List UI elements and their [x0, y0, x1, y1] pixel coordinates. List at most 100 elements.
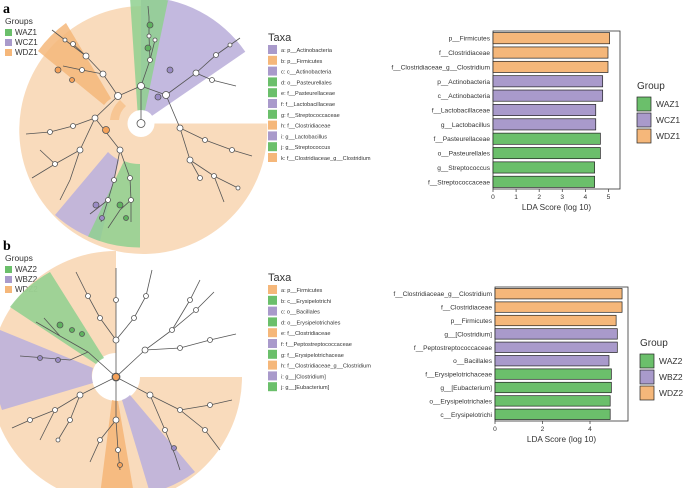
groups-legend-swatch: [5, 39, 12, 46]
clade-a-highlight-streptococcaceae: [88, 161, 140, 248]
taxa-legend-label: f: f__Lactobacillaceae: [281, 102, 335, 108]
group-legend-label: WCZ1: [656, 115, 680, 125]
lda-bar: [494, 314, 617, 327]
lda-bar-label: c__Erysipelotrichi: [440, 412, 492, 419]
panel-a-letter: a: [3, 2, 10, 17]
lda-bar-label: p__Firmicutes: [451, 318, 493, 325]
taxa-legend-swatch: [268, 88, 277, 98]
panel-b-lda-chart: f__Clostridiaceae_g__Clostridium f__Clost…: [393, 286, 629, 444]
group-legend-swatch: [639, 353, 655, 369]
lda-bar: [494, 408, 611, 420]
panel-b-taxa-title: Taxa: [268, 272, 292, 284]
lda-bar: [494, 368, 612, 380]
lda-x-tick-label: 2: [541, 426, 545, 433]
taxa-legend-swatch: [268, 295, 277, 305]
lda-bar-label: f__Clostridiaceae: [441, 305, 492, 312]
lda-bar: [492, 132, 601, 145]
group-legend-swatch: [636, 112, 652, 128]
clade-a-biomarker-nodes: [54, 21, 174, 221]
lda-bar-label: o__Pasteurellales: [438, 151, 491, 158]
groups-legend-swatch: [5, 49, 12, 56]
clade-a-highlight-actinobacteria: [141, 0, 246, 116]
taxa-legend-swatch: [268, 131, 277, 141]
taxa-legend-swatch: [268, 109, 277, 119]
panel-b-cladogram: [0, 251, 242, 493]
clade-b-highlight-erysipelotrichi: [10, 272, 104, 364]
taxa-legend-swatch: [268, 371, 277, 381]
taxa-legend-label: e: f__Pasteurellaceae: [281, 91, 335, 97]
group-legend-label: WDZ1: [656, 131, 680, 141]
taxa-legend-swatch: [268, 66, 277, 76]
taxa-legend-label: i: g__[Clostridium]: [281, 374, 326, 380]
lda-bar-label: f__Peptostreptococcaceae: [414, 345, 492, 352]
taxa-legend-swatch: [268, 285, 277, 294]
lda-bar-label: c__Actinobacteria: [438, 93, 491, 100]
taxa-legend-swatch: [268, 55, 277, 65]
lda-x-tick-label: 4: [584, 194, 588, 201]
group-legend-swatch: [639, 385, 655, 401]
lda-bar-label: f__Clostridiaceae_g__Clostridium: [393, 291, 492, 298]
lda-bar: [492, 60, 609, 73]
lda-bar: [494, 301, 623, 313]
taxa-legend-swatch: [268, 317, 277, 327]
lda-bar-label: p__Firmicutes: [449, 36, 491, 43]
panel-a-group-legend: Group WAZ1 WCZ1 WDZ1: [636, 81, 680, 144]
taxa-legend-label: k: f__Clostridiaceae_g__Clostridium: [281, 156, 371, 162]
lda-bar-label: g__[Eubacterium]: [440, 385, 492, 392]
lda-bar: [494, 341, 618, 353]
panel-a-groups-title: Groups: [5, 16, 33, 26]
taxa-legend-label: j: g__[Eubacterium]: [280, 385, 330, 391]
lda-bar: [492, 118, 597, 131]
lda-x-tick-label: 4: [588, 426, 592, 433]
lda-bar: [492, 147, 601, 160]
taxa-legend-swatch: [268, 306, 277, 316]
lda-bar: [492, 46, 609, 59]
clade-b-highlight-bacillales: [122, 395, 195, 493]
clade-b-highlight-clostridiaceae: [100, 400, 134, 493]
panel-a-taxa-title: Taxa: [268, 32, 292, 44]
lda-bar-label: g__[Clostridium]: [444, 331, 492, 338]
lda-bar-label: f__Streptococcaceae: [428, 179, 490, 186]
clade-a-highlight-clostridiaceae: [38, 23, 111, 105]
lda-bar-label: o__Bacillales: [453, 358, 493, 365]
lda-bar-label: p__Actinobacteria: [437, 79, 490, 86]
taxa-legend-swatch: [268, 153, 277, 162]
groups-legend-label: WDZ1: [15, 48, 38, 57]
taxa-legend-swatch: [268, 99, 277, 108]
group-legend-label: WAZ2: [659, 356, 683, 366]
group-legend-swatch: [636, 96, 652, 112]
lda-bar-label: g__Lactobacillus: [441, 122, 491, 129]
taxa-legend-label: h: f__Clostridiaceae: [281, 124, 330, 130]
groups-legend-swatch: [5, 286, 12, 293]
groups-legend-swatch: [5, 266, 12, 273]
lda-bar: [492, 104, 597, 116]
panel-a-taxa-legend: a: p__Actinobacteria b: p__Firmicutes c: c…: [268, 45, 371, 162]
taxa-legend-swatch: [268, 45, 277, 54]
taxa-legend-label: e: f__Clostridiaceae: [281, 331, 330, 337]
lda-bar: [492, 161, 595, 174]
groups-legend-label: WCZ1: [15, 38, 38, 47]
lda-bar: [492, 89, 604, 102]
lda-bar: [494, 381, 612, 394]
lda-bar-label: f__Clostridiaceae: [439, 50, 490, 57]
groups-legend-swatch: [5, 276, 12, 283]
taxa-legend-label: g: f__Erysipelotrichaceae: [281, 353, 344, 359]
groups-legend-label: WAZ1: [15, 28, 37, 37]
taxa-legend-label: f: f__Peptostreptococcaceae: [281, 342, 352, 348]
lda-bar: [494, 328, 618, 340]
taxa-legend-label: g: f__Streptococcaceae: [281, 113, 340, 119]
taxa-legend-swatch: [268, 360, 277, 370]
lda-bar-label: g__Streptococcus: [437, 165, 490, 172]
taxa-legend-label: j: g__Streptococcus: [280, 145, 330, 151]
lda-bar: [494, 395, 611, 407]
group-legend-label: WDZ2: [659, 388, 683, 398]
panel-a-cladogram: [19, 0, 268, 254]
lda-x-tick-label: 3: [560, 194, 564, 201]
lda-x-tick-label: 1: [514, 194, 518, 201]
group-legend-title: Group: [637, 81, 665, 92]
group-legend-label: WAZ1: [656, 99, 680, 109]
clade-a-highlight-firmicutes: [110, 100, 126, 120]
groups-legend-label: WBZ2: [15, 275, 38, 284]
